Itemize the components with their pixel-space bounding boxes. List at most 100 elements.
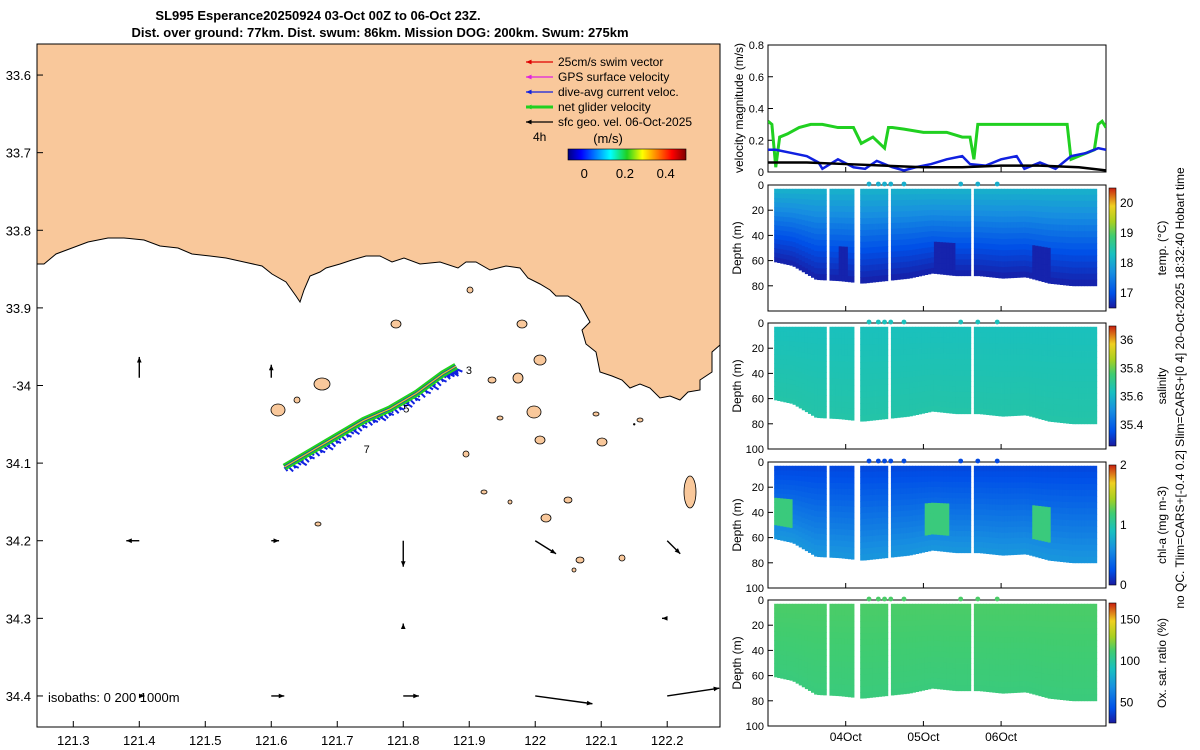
- section-cell: [995, 354, 999, 361]
- section-cell: [866, 489, 870, 496]
- section-cell: [1087, 387, 1092, 394]
- map-y-tick-label: 33.9: [6, 301, 31, 316]
- section-cell: [1066, 362, 1070, 370]
- section-cell: [850, 553, 855, 560]
- section-cell: [814, 505, 818, 512]
- section-cell: [918, 348, 923, 355]
- section-cell: [1029, 388, 1033, 395]
- section-cell: [903, 205, 907, 212]
- section-cell: [866, 206, 870, 213]
- section-cell: [792, 514, 797, 520]
- section-cell: [897, 200, 901, 207]
- section-cell: [958, 332, 962, 339]
- section-cell: [838, 413, 843, 420]
- section-cell: [866, 241, 870, 248]
- section-cell: [841, 252, 846, 259]
- section-cell: [921, 503, 926, 510]
- section-cell: [986, 359, 990, 366]
- section-cell: [1041, 378, 1045, 386]
- section-cell: [850, 390, 855, 398]
- section-cell: [774, 243, 778, 249]
- section-cell: [921, 536, 926, 542]
- section-cell: [937, 395, 941, 402]
- section-cell: [1004, 393, 1009, 400]
- section-cell: [976, 408, 981, 415]
- section-cell: [835, 401, 840, 408]
- section-cell: [841, 258, 846, 265]
- section-cell: [955, 188, 959, 195]
- section-cell: [1090, 387, 1095, 394]
- section-cell: [780, 484, 784, 490]
- section-cell: [814, 394, 818, 401]
- section-cell: [961, 386, 966, 393]
- section-cell: [1075, 273, 1079, 281]
- section-cell: [850, 465, 855, 473]
- section-cell: [866, 553, 870, 561]
- section-cell: [1023, 271, 1027, 278]
- section-cell: [897, 194, 901, 201]
- section-cell: [949, 471, 953, 477]
- section-cell: [930, 544, 935, 551]
- section-cell: [1044, 489, 1049, 496]
- section-cell: [897, 332, 901, 339]
- section-cell: [933, 199, 938, 206]
- section-cell: [1047, 548, 1052, 555]
- section-cell: [817, 217, 821, 224]
- section-cell: [1047, 350, 1052, 357]
- section-cell: [820, 488, 824, 495]
- section-cell: [1090, 344, 1095, 352]
- section-cell: [1010, 382, 1015, 389]
- section-cell: [783, 392, 787, 398]
- section-cell: [789, 227, 793, 233]
- section-cell: [952, 541, 956, 548]
- section-cell: [937, 406, 941, 413]
- section-cell: [838, 275, 843, 282]
- section-cell: [786, 326, 790, 332]
- section-cell: [817, 332, 821, 339]
- section-cell: [952, 205, 956, 211]
- section-cell: [918, 471, 923, 478]
- section-cell: [1075, 502, 1079, 509]
- section-cell: [998, 205, 1002, 212]
- section-cell: [940, 242, 944, 248]
- section-cell: [1084, 267, 1088, 275]
- section-cell: [992, 515, 996, 522]
- section-cell: [1041, 465, 1045, 472]
- section-cell: [930, 194, 935, 200]
- section-cell: [872, 367, 876, 374]
- section-cell: [875, 523, 880, 531]
- section-cell: [777, 521, 781, 527]
- section-cell: [958, 199, 962, 206]
- section-cell: [811, 471, 815, 478]
- section-cell: [893, 383, 898, 390]
- section-cell: [1007, 337, 1012, 344]
- section-cell: [973, 226, 978, 233]
- section-cell: [1010, 365, 1015, 372]
- section-cell: [1093, 387, 1098, 394]
- section-cell: [1078, 219, 1082, 226]
- section-colorbar-tick-label: 20: [1120, 196, 1134, 210]
- section-cell: [823, 534, 827, 541]
- section-cell: [884, 223, 889, 230]
- section-cell: [841, 500, 846, 507]
- section-cell: [998, 211, 1002, 218]
- section-cell: [909, 510, 913, 517]
- section-cell: [801, 486, 806, 493]
- section-cell: [884, 372, 889, 379]
- section-cell: [817, 343, 821, 350]
- section-cell: [798, 402, 803, 409]
- section-cell: [1093, 405, 1098, 413]
- section-cell: [804, 348, 809, 354]
- section-cell: [967, 520, 972, 526]
- section-cell: [1047, 524, 1052, 532]
- section-cell: [930, 476, 935, 483]
- section-cell: [838, 529, 843, 536]
- section-cell: [1001, 393, 1005, 400]
- section-cell: [1081, 417, 1085, 425]
- section-cell: [1062, 507, 1067, 515]
- section-cell: [798, 387, 803, 394]
- section-cell: [884, 252, 889, 259]
- section-cell: [924, 492, 929, 499]
- section-cell: [835, 217, 840, 224]
- section-cell: [820, 516, 824, 524]
